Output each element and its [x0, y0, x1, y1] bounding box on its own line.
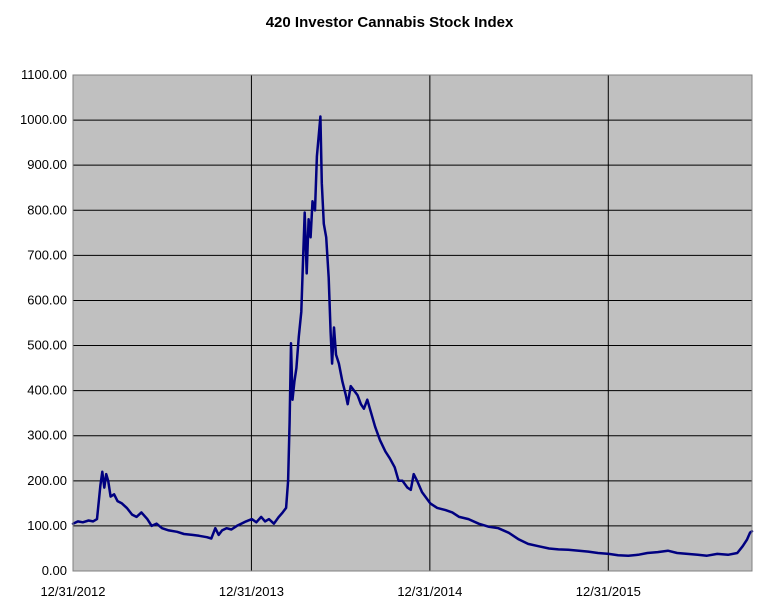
series-line: [71, 115, 754, 557]
vertical-gridlines: [250, 75, 609, 571]
y-tick-label: 1000.00: [20, 112, 67, 127]
y-tick-label: 300.00: [27, 428, 67, 443]
chart-title: 420 Investor Cannabis Stock Index: [265, 14, 514, 31]
horizontal-gridlines: [73, 119, 752, 527]
y-tick-label: 100.00: [27, 518, 67, 533]
y-tick-label: 1100.00: [21, 67, 67, 82]
x-tick-label: 12/31/2014: [397, 584, 462, 599]
y-tick-label: 900.00: [27, 157, 67, 172]
x-tick-label: 12/31/2015: [576, 584, 641, 599]
plot-background: [73, 75, 752, 571]
plot-border: [72, 74, 753, 572]
x-tick-label: 12/31/2012: [40, 584, 105, 599]
y-tick-label: 0.00: [42, 563, 67, 578]
y-tick-label: 700.00: [27, 247, 67, 262]
y-axis-ticks: 0.00 100.00 200.00 300.00 400.00 500.00 600.00…: [20, 67, 67, 578]
y-tick-label: 400.00: [27, 383, 67, 398]
y-tick-label: 800.00: [27, 202, 67, 217]
y-tick-label: 600.00: [27, 292, 67, 307]
y-tick-label: 500.00: [27, 338, 67, 353]
y-tick-label: 200.00: [27, 473, 67, 488]
x-axis-ticks: 12/31/2012 12/31/2013 12/31/2014 12/31/2015: [40, 584, 640, 599]
x-tick-label: 12/31/2013: [219, 584, 284, 599]
